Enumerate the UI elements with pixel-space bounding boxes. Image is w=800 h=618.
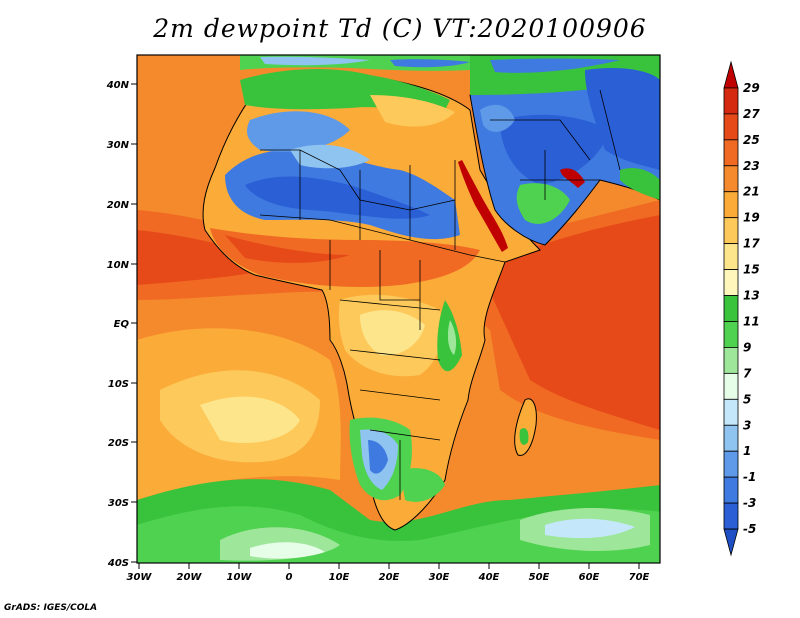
colorbar-label: 21 — [743, 185, 760, 199]
lat-label: 40S — [107, 558, 129, 569]
lon-label: 30W — [127, 572, 153, 583]
colorbar-swatch — [723, 295, 739, 322]
colorbar-swatch — [723, 60, 739, 89]
lat-label: 40N — [106, 80, 130, 91]
lon-label: 10E — [329, 572, 350, 583]
colorbar-label: 29 — [743, 81, 760, 95]
colorbar-label: 11 — [743, 314, 760, 328]
colorbar-swatch — [723, 424, 739, 452]
colorbar-label: 1 — [743, 444, 751, 458]
lat-label: 30N — [107, 140, 130, 151]
colorbar-label: 3 — [743, 418, 751, 432]
colorbar: 29 27 25 23 21 19 17 15 13 11 9 7 5 3 1 -1 -3 -5 — [723, 60, 760, 557]
colorbar-label: 25 — [743, 133, 760, 147]
colorbar-swatch — [723, 476, 739, 504]
colorbar-label: 7 — [743, 366, 752, 380]
lat-label: 10S — [108, 379, 129, 390]
lat-label: 30S — [108, 498, 129, 509]
lon-label: 60E — [579, 572, 600, 583]
lat-label: 20S — [108, 438, 129, 449]
colorbar-swatch — [723, 217, 739, 245]
colorbar-swatch — [723, 243, 739, 270]
lon-label: 10W — [227, 572, 253, 583]
colorbar-label: 19 — [743, 211, 760, 225]
lon-label: 30E — [429, 572, 450, 583]
colorbar-swatch — [723, 269, 739, 296]
colorbar-swatch — [723, 87, 739, 115]
colorbar-label: -1 — [743, 470, 756, 484]
colorbar-swatch — [723, 321, 739, 348]
lon-label: 0 — [286, 572, 293, 583]
colorbar-swatch — [723, 191, 739, 219]
colorbar-label: 9 — [743, 340, 751, 354]
colorbar-swatch — [723, 113, 739, 141]
colorbar-label: 23 — [743, 159, 760, 173]
colorbar-swatch — [723, 450, 739, 478]
colorbar-label: 27 — [743, 107, 760, 121]
lon-label: 20W — [177, 572, 203, 583]
colorbar-swatch — [723, 502, 739, 530]
lat-label: 10N — [107, 260, 130, 271]
lon-label: 50E — [529, 572, 550, 583]
credit-label: GrADS: IGES/COLA — [4, 603, 98, 613]
lat-label: 20N — [107, 200, 130, 211]
lon-label: 20E — [379, 572, 400, 583]
colorbar-swatch — [723, 347, 739, 374]
colorbar-label: -5 — [743, 522, 756, 536]
colorbar-label: -3 — [743, 496, 756, 510]
lat-label: EQ — [114, 319, 130, 330]
colorbar-label: 13 — [743, 289, 760, 303]
map-frame — [136, 54, 661, 564]
colorbar-label: 15 — [743, 263, 760, 277]
colorbar-label: 5 — [743, 392, 751, 406]
lon-label: 40E — [478, 572, 500, 583]
colorbar-swatch — [723, 372, 739, 400]
colorbar-swatch — [723, 165, 739, 193]
lon-label: 70E — [629, 572, 650, 583]
map-title: 2m dewpoint Td (C) VT:2020100906 — [153, 14, 647, 43]
colorbar-swatch — [723, 528, 739, 557]
colorbar-label: 17 — [743, 237, 760, 251]
colorbar-swatch — [723, 139, 739, 167]
colorbar-swatch — [723, 398, 739, 426]
dewpoint-field — [137, 55, 660, 563]
